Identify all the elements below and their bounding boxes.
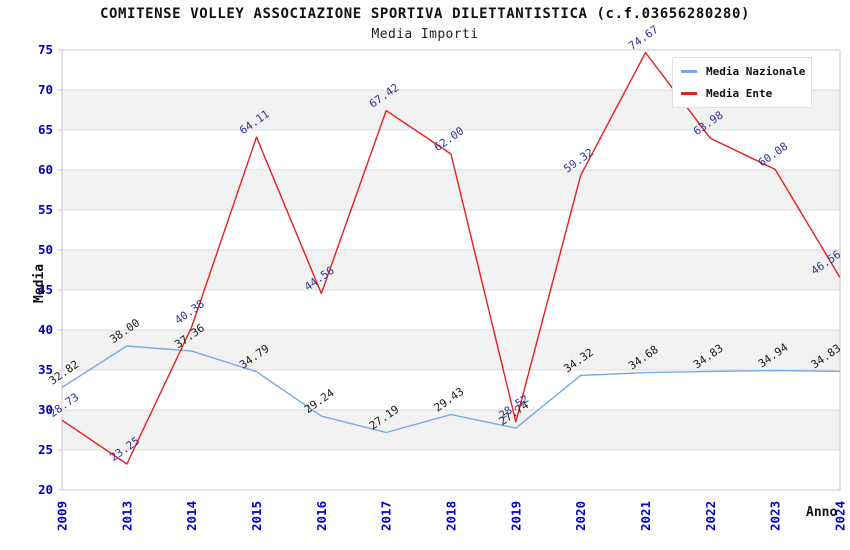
chart-title: COMITENSE VOLLEY ASSOCIAZIONE SPORTIVA D… [99, 6, 751, 22]
x-tick-label: 2021 [638, 501, 653, 531]
x-tick-label: 2017 [379, 501, 394, 531]
x-axis-title: Anno [806, 505, 838, 520]
x-tick-label: 2023 [768, 501, 783, 531]
y-tick-label: 35 [38, 362, 53, 377]
ente-line-swatch-icon [681, 92, 697, 95]
x-tick-label: 2022 [703, 501, 718, 531]
plot-band [62, 410, 840, 450]
plot-band [62, 450, 840, 490]
plot-band [62, 370, 840, 410]
plot-band [62, 130, 840, 170]
plot-band [62, 210, 840, 250]
plot-band [62, 330, 840, 370]
y-tick-label: 20 [38, 482, 53, 497]
y-axis-title: Media [32, 263, 47, 303]
y-tick-label: 30 [38, 402, 53, 417]
nazionale-line-swatch-icon [681, 70, 697, 73]
x-tick-label: 2018 [444, 501, 459, 531]
y-tick-label: 25 [38, 442, 53, 457]
data-label: 74.67 [626, 23, 661, 53]
plot-border [61, 49, 841, 491]
legend-item-media-ente: Media Ente [681, 87, 803, 100]
x-tick-label: 2015 [249, 501, 264, 531]
y-tick-label: 40 [38, 322, 53, 337]
series-line-media-nazionale [61, 345, 841, 434]
plot-band [62, 290, 840, 330]
y-tick-label: 55 [38, 202, 53, 217]
x-tick-label: 2013 [119, 501, 134, 531]
x-tick-label: 2019 [508, 501, 523, 531]
y-tick-label: 70 [38, 82, 53, 97]
legend-label: Media Ente [706, 87, 773, 100]
legend-item-media-nazionale: Media Nazionale [681, 65, 806, 78]
y-tick-label: 45 [38, 282, 53, 297]
legend-label: Media Nazionale [706, 65, 806, 78]
y-tick-label: 60 [38, 162, 53, 177]
x-tick-label: 2009 [55, 501, 70, 531]
plot-band [62, 250, 840, 290]
plot-band [62, 170, 840, 210]
x-tick-label: 2016 [314, 501, 329, 531]
x-tick-label: 2024 [833, 501, 848, 531]
x-tick-label: 2020 [573, 501, 588, 531]
y-tick-label: 65 [38, 122, 53, 137]
legend: Media Nazionale Media Ente [672, 57, 812, 108]
chart-subtitle: Media Importi [371, 27, 479, 42]
y-tick-label: 50 [38, 242, 53, 257]
x-tick-label: 2014 [184, 501, 199, 531]
series-line-media-ente [61, 51, 841, 465]
y-tick-label: 75 [38, 42, 53, 57]
